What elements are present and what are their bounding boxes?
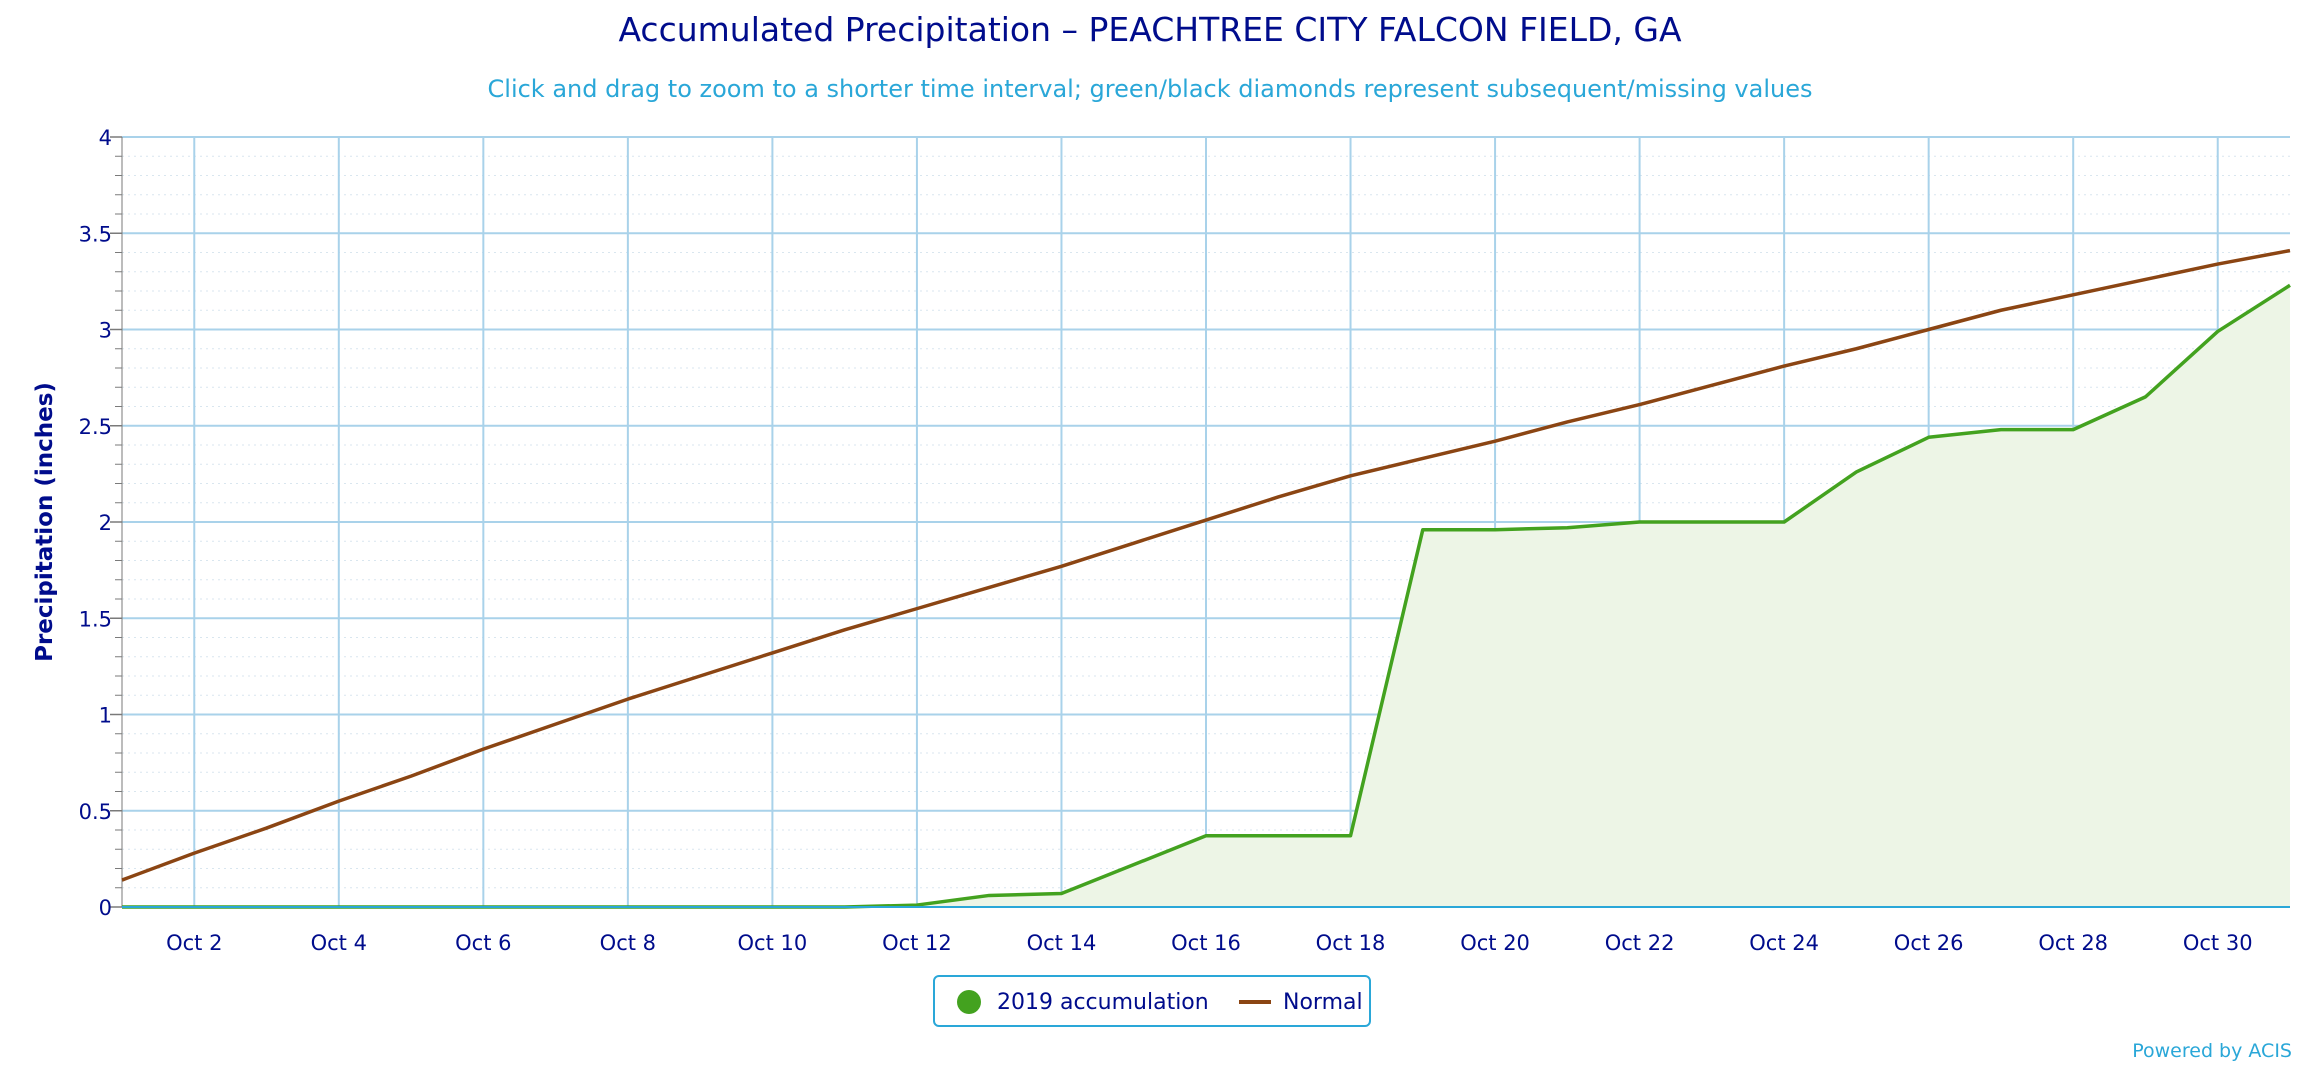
legend-label-normal: Normal xyxy=(1283,989,1363,1015)
legend-label-accumulation: 2019 accumulation xyxy=(997,989,1209,1015)
y-tick-label: 0 xyxy=(99,896,112,920)
legend: 2019 accumulation Normal xyxy=(933,975,1371,1027)
x-tick-label: Oct 4 xyxy=(311,931,367,955)
area-fill-accumulation xyxy=(122,285,2290,908)
x-tick-label: Oct 2 xyxy=(166,931,222,955)
credit-link[interactable]: Powered by ACIS xyxy=(2132,1040,2292,1062)
y-tick-label: 3.5 xyxy=(79,222,112,246)
x-tick-label: Oct 16 xyxy=(1171,931,1241,955)
x-tick-label: Oct 10 xyxy=(738,931,808,955)
x-tick-label: Oct 8 xyxy=(600,931,656,955)
chart-title: Accumulated Precipitation – PEACHTREE CI… xyxy=(618,10,1682,49)
x-tick-label: Oct 22 xyxy=(1605,931,1675,955)
x-tick-label: Oct 30 xyxy=(2183,931,2253,955)
legend-item-normal[interactable]: Normal xyxy=(1239,977,1363,1027)
y-axis-label: Precipitation (inches) xyxy=(32,382,58,662)
y-tick-label: 0.5 xyxy=(79,800,112,824)
x-tick-label: Oct 28 xyxy=(2038,931,2108,955)
x-tick-label: Oct 14 xyxy=(1027,931,1097,955)
y-tick-label: 2 xyxy=(99,511,112,535)
x-tick-label: Oct 18 xyxy=(1316,931,1386,955)
y-tick-label: 1 xyxy=(99,704,112,728)
y-tick-label: 1.5 xyxy=(79,607,112,631)
legend-item-accumulation[interactable]: 2019 accumulation xyxy=(957,977,1209,1027)
x-tick-label: Oct 6 xyxy=(455,931,511,955)
series-line-normal xyxy=(121,248,2291,882)
x-tick-label: Oct 26 xyxy=(1894,931,1964,955)
y-tick-label: 2.5 xyxy=(79,415,112,439)
y-tick-label: 3 xyxy=(99,319,112,343)
y-tick-label: 4 xyxy=(99,126,112,150)
x-tick-label: Oct 20 xyxy=(1460,931,1530,955)
legend-marker-accumulation xyxy=(957,990,981,1014)
x-tick-label: Oct 12 xyxy=(882,931,952,955)
x-tick-label: Oct 24 xyxy=(1749,931,1819,955)
legend-marker-normal xyxy=(1239,1000,1271,1004)
chart-subtitle: Click and drag to zoom to a shorter time… xyxy=(487,75,1813,103)
